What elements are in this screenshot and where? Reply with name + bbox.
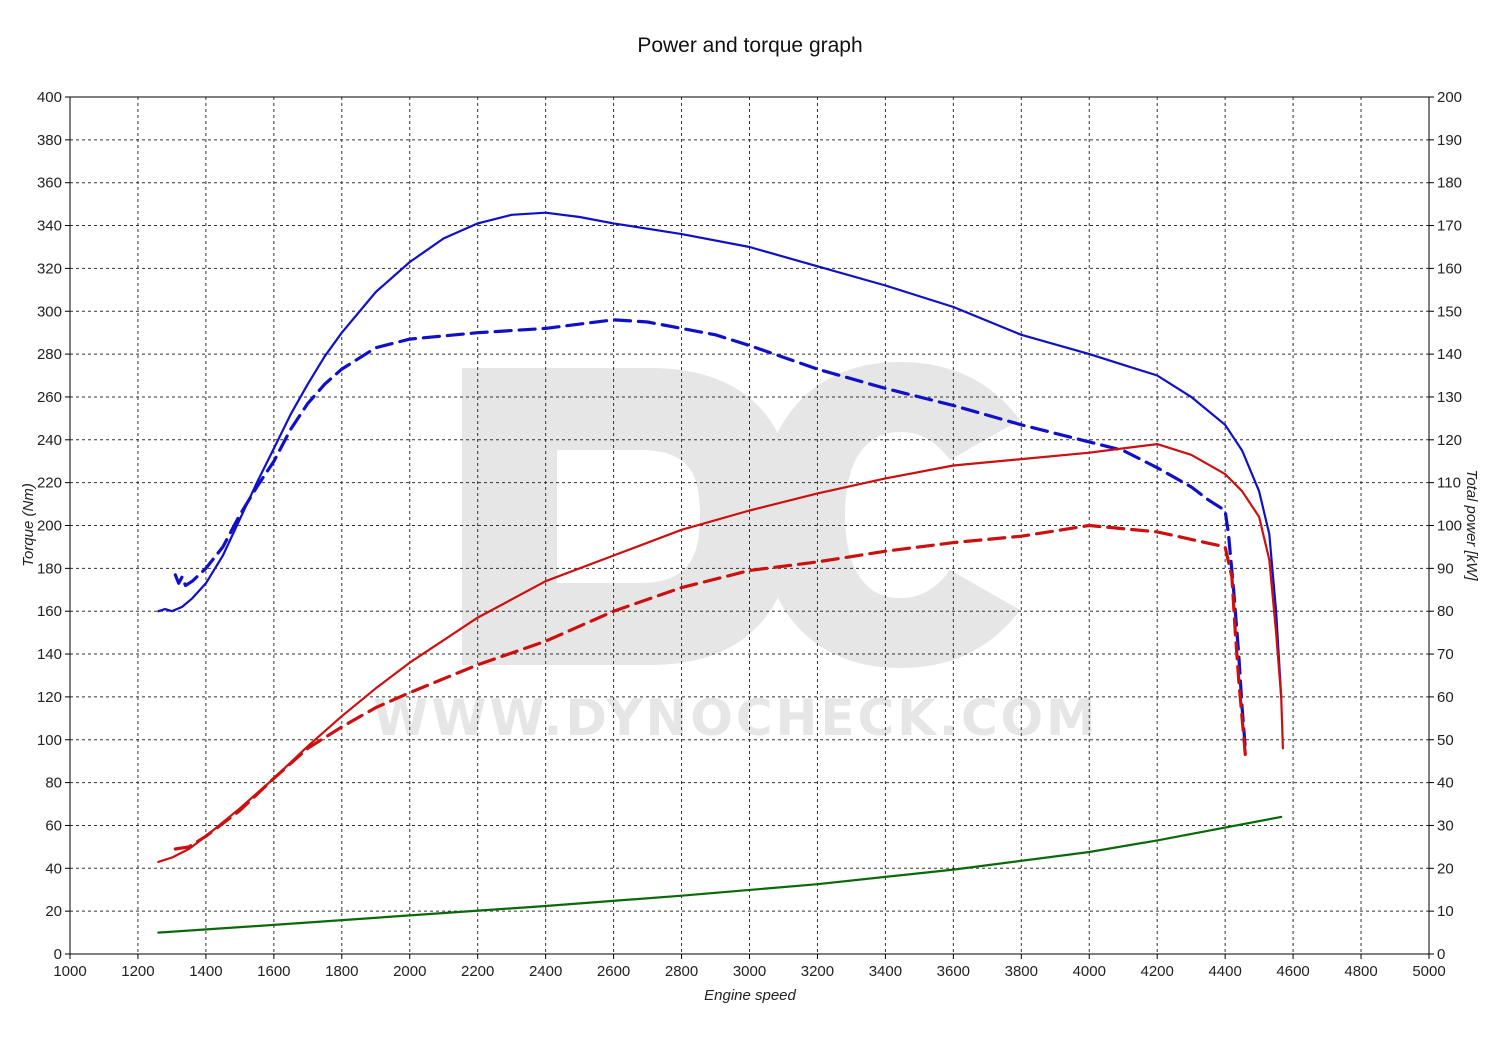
left-tick-label: 220 xyxy=(37,475,62,492)
right-tick-label: 190 xyxy=(1437,132,1462,149)
left-tick-label: 340 xyxy=(37,218,62,235)
left-tick-label: 320 xyxy=(37,260,62,277)
right-tick-label: 40 xyxy=(1437,775,1454,792)
left-tick-label: 140 xyxy=(37,646,62,663)
right-tick-label: 200 xyxy=(1437,89,1462,106)
left-tick-label: 360 xyxy=(37,175,62,192)
power-series-4 xyxy=(157,815,1283,934)
x-tick-label: 4600 xyxy=(1276,963,1309,980)
right-tick-label: 130 xyxy=(1437,389,1462,406)
right-tick-label: 150 xyxy=(1437,303,1462,320)
left-tick-label: 280 xyxy=(37,346,62,363)
x-tick-label: 4400 xyxy=(1208,963,1241,980)
right-tick-label: 140 xyxy=(1437,346,1462,363)
right-tick-label: 120 xyxy=(1437,432,1462,449)
left-tick-label: 240 xyxy=(37,432,62,449)
left-tick-label: 200 xyxy=(37,518,62,535)
torque-series-1 xyxy=(173,318,1248,753)
left-tick-label: 380 xyxy=(37,132,62,149)
grid xyxy=(70,97,1429,954)
right-tick-label: 110 xyxy=(1437,475,1461,492)
x-axis-label: Engine speed xyxy=(704,987,796,1004)
left-tick-label: 100 xyxy=(37,732,62,749)
right-tick-label: 90 xyxy=(1437,560,1454,577)
right-tick-label: 100 xyxy=(1437,518,1462,535)
x-tick-label: 1600 xyxy=(257,963,290,980)
left-tick-label: 400 xyxy=(37,89,62,106)
watermark-logo-c xyxy=(760,362,1020,668)
x-tick-label: 3400 xyxy=(869,963,902,980)
left-tick-label: 300 xyxy=(37,303,62,320)
x-tick-label: 5000 xyxy=(1412,963,1445,980)
x-tick-label: 4800 xyxy=(1344,963,1377,980)
right-tick-label: 30 xyxy=(1437,817,1454,834)
watermark-logo-d xyxy=(462,368,795,665)
right-tick-label: 170 xyxy=(1437,218,1462,235)
left-tick-label: 0 xyxy=(54,946,62,963)
chart-title: Power and torque graph xyxy=(637,34,862,57)
left-tick-label: 20 xyxy=(45,903,62,920)
watermark-text: WWW.DYNOCHECK.COM xyxy=(373,689,1099,747)
x-tick-label: 1200 xyxy=(121,963,154,980)
x-tick-label: 4200 xyxy=(1141,963,1174,980)
x-tick-label: 3200 xyxy=(801,963,834,980)
right-tick-label: 160 xyxy=(1437,260,1462,277)
x-tick-label: 2200 xyxy=(461,963,494,980)
left-tick-label: 120 xyxy=(37,689,62,706)
right-tick-label: 20 xyxy=(1437,860,1454,877)
power-series-3 xyxy=(173,523,1248,851)
x-tick-label: 1800 xyxy=(325,963,358,980)
series-group xyxy=(157,211,1284,934)
x-tick-label: 1400 xyxy=(189,963,222,980)
left-tick-label: 60 xyxy=(45,817,62,834)
power-series-2 xyxy=(157,443,1284,863)
left-tick-label: 180 xyxy=(37,560,62,577)
right-tick-label: 70 xyxy=(1437,646,1454,663)
x-tick-label: 2400 xyxy=(529,963,562,980)
watermark: WWW.DYNOCHECK.COM xyxy=(373,362,1099,747)
right-axis-ticks: 0 10 20 30 40 50 60 70 80 90 100 110 120 130 140 150 160… xyxy=(1429,89,1462,963)
x-tick-label: 3000 xyxy=(733,963,766,980)
x-tick-label: 2000 xyxy=(393,963,426,980)
right-tick-label: 60 xyxy=(1437,689,1454,706)
x-axis-ticks: 1000 1200 1400 1600 1800 2000 2200 2400 2600 2800… xyxy=(53,954,1446,980)
right-tick-label: 180 xyxy=(1437,175,1462,192)
x-tick-label: 2800 xyxy=(665,963,698,980)
x-tick-label: 3800 xyxy=(1005,963,1038,980)
right-tick-label: 80 xyxy=(1437,603,1454,620)
x-tick-label: 1000 xyxy=(53,963,86,980)
left-tick-label: 80 xyxy=(45,775,62,792)
right-tick-label: 10 xyxy=(1437,903,1454,920)
right-tick-label: 50 xyxy=(1437,732,1454,749)
left-axis-ticks: 0 20 40 60 80 100 120 140 160 180 200 220 240 260 280 3… xyxy=(37,89,70,963)
x-tick-label: 3600 xyxy=(937,963,970,980)
right-axis-label: Total power [kW] xyxy=(1463,469,1480,581)
left-tick-label: 40 xyxy=(45,860,62,877)
left-tick-label: 260 xyxy=(37,389,62,406)
torque-series-0 xyxy=(157,211,1283,698)
left-tick-label: 160 xyxy=(37,603,62,620)
right-tick-label: 0 xyxy=(1437,946,1445,963)
x-tick-label: 2600 xyxy=(597,963,630,980)
left-axis-label: Torque (Nm) xyxy=(20,483,37,567)
x-tick-label: 4000 xyxy=(1073,963,1106,980)
